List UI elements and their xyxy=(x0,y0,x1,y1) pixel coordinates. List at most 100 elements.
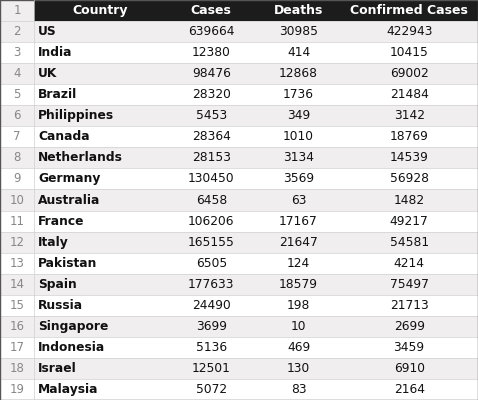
Text: 1482: 1482 xyxy=(393,194,425,206)
Bar xyxy=(0,190,478,210)
Text: 17167: 17167 xyxy=(279,214,318,228)
Text: Germany: Germany xyxy=(38,172,100,186)
Text: 177633: 177633 xyxy=(188,278,235,291)
Text: 18: 18 xyxy=(10,362,25,375)
Text: 2699: 2699 xyxy=(394,320,424,333)
Text: 16: 16 xyxy=(10,320,25,333)
Text: Philippines: Philippines xyxy=(38,109,114,122)
Text: 6505: 6505 xyxy=(196,257,227,270)
Bar xyxy=(0,147,478,168)
Text: India: India xyxy=(38,46,73,59)
Text: US: US xyxy=(38,25,57,38)
Bar xyxy=(0,379,478,400)
Text: 10: 10 xyxy=(291,320,306,333)
Bar xyxy=(0,358,478,379)
Text: Singapore: Singapore xyxy=(38,320,109,333)
Text: 12501: 12501 xyxy=(192,362,231,375)
Text: 28153: 28153 xyxy=(192,151,231,164)
Bar xyxy=(0,337,478,358)
Text: 106206: 106206 xyxy=(188,214,235,228)
Text: Cases: Cases xyxy=(191,4,232,17)
Text: 18579: 18579 xyxy=(279,278,318,291)
Text: 2: 2 xyxy=(13,25,21,38)
Text: 130450: 130450 xyxy=(188,172,235,186)
Text: 6458: 6458 xyxy=(196,194,227,206)
Text: 69002: 69002 xyxy=(390,67,429,80)
Text: 1010: 1010 xyxy=(283,130,314,143)
Text: 469: 469 xyxy=(287,341,310,354)
Text: 349: 349 xyxy=(287,109,310,122)
Text: 3699: 3699 xyxy=(196,320,227,333)
Text: 75497: 75497 xyxy=(390,278,429,291)
Text: 2164: 2164 xyxy=(394,383,424,396)
Text: UK: UK xyxy=(38,67,57,80)
Text: 30985: 30985 xyxy=(279,25,318,38)
Text: Indonesia: Indonesia xyxy=(38,341,106,354)
Text: France: France xyxy=(38,214,85,228)
Text: 124: 124 xyxy=(287,257,310,270)
Text: 19: 19 xyxy=(10,383,25,396)
Text: 4: 4 xyxy=(13,67,21,80)
Text: 24490: 24490 xyxy=(192,299,231,312)
Text: 12868: 12868 xyxy=(279,67,318,80)
Text: Australia: Australia xyxy=(38,194,100,206)
Bar xyxy=(0,42,478,63)
Text: 15: 15 xyxy=(10,299,25,312)
Text: Spain: Spain xyxy=(38,278,77,291)
Text: 3: 3 xyxy=(13,46,21,59)
Bar xyxy=(0,253,478,274)
Text: Deaths: Deaths xyxy=(274,4,323,17)
Bar xyxy=(0,126,478,147)
Text: 5453: 5453 xyxy=(196,109,227,122)
Bar xyxy=(0,0,34,21)
Text: Canada: Canada xyxy=(38,130,90,143)
Text: Malaysia: Malaysia xyxy=(38,383,99,396)
Text: 28364: 28364 xyxy=(192,130,231,143)
Text: 7: 7 xyxy=(13,130,21,143)
Text: 3142: 3142 xyxy=(394,109,424,122)
Text: 9: 9 xyxy=(13,172,21,186)
Text: 14539: 14539 xyxy=(390,151,429,164)
Text: 130: 130 xyxy=(287,362,310,375)
Text: 54581: 54581 xyxy=(390,236,429,249)
Text: 49217: 49217 xyxy=(390,214,429,228)
Text: 414: 414 xyxy=(287,46,310,59)
Text: Russia: Russia xyxy=(38,299,83,312)
Bar xyxy=(34,0,478,21)
Text: 6910: 6910 xyxy=(394,362,424,375)
Text: Italy: Italy xyxy=(38,236,69,249)
Text: 12380: 12380 xyxy=(192,46,231,59)
Text: Israel: Israel xyxy=(38,362,77,375)
Bar xyxy=(0,168,478,190)
Text: 98476: 98476 xyxy=(192,67,231,80)
Text: 18769: 18769 xyxy=(390,130,429,143)
Text: 422943: 422943 xyxy=(386,25,433,38)
Bar xyxy=(0,63,478,84)
Text: 165155: 165155 xyxy=(188,236,235,249)
Text: 4214: 4214 xyxy=(394,257,424,270)
Text: 10: 10 xyxy=(10,194,25,206)
Text: 3459: 3459 xyxy=(393,341,425,354)
Text: 11: 11 xyxy=(10,214,25,228)
Text: 3134: 3134 xyxy=(283,151,314,164)
Text: 198: 198 xyxy=(287,299,310,312)
Text: 6: 6 xyxy=(13,109,21,122)
Text: Netherlands: Netherlands xyxy=(38,151,123,164)
Bar xyxy=(0,316,478,337)
Text: Confirmed Cases: Confirmed Cases xyxy=(350,4,468,17)
Text: 5136: 5136 xyxy=(196,341,227,354)
Text: Pakistan: Pakistan xyxy=(38,257,98,270)
Bar xyxy=(0,105,478,126)
Text: 83: 83 xyxy=(291,383,306,396)
Bar xyxy=(0,232,478,253)
Text: 21647: 21647 xyxy=(279,236,318,249)
Text: 8: 8 xyxy=(13,151,21,164)
Text: Country: Country xyxy=(72,4,128,17)
Text: Brazil: Brazil xyxy=(38,88,77,101)
Text: 63: 63 xyxy=(291,194,306,206)
Bar xyxy=(0,84,478,105)
Text: 21713: 21713 xyxy=(390,299,429,312)
Text: 14: 14 xyxy=(10,278,25,291)
Bar xyxy=(0,295,478,316)
Text: 1736: 1736 xyxy=(283,88,314,101)
